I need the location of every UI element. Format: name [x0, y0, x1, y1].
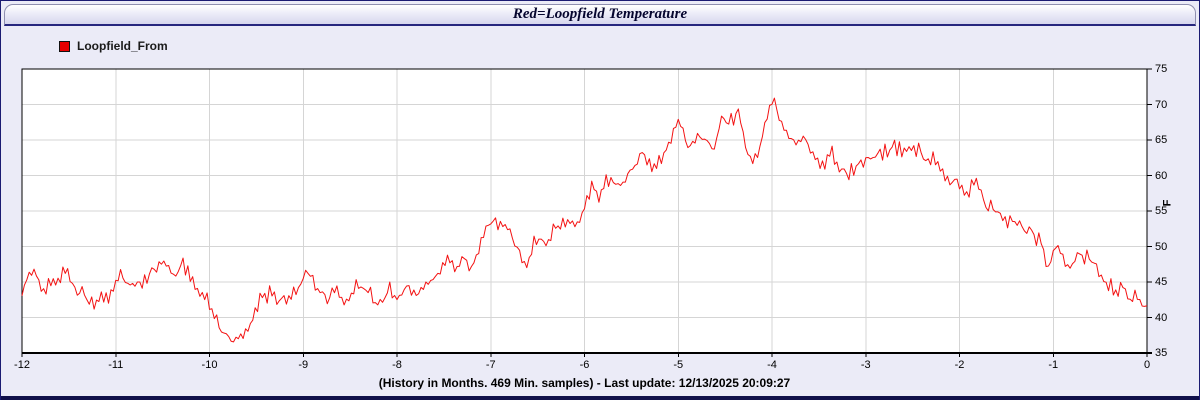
y-axis-tick-label: 35 — [1155, 347, 1168, 359]
x-axis-tick-label: -6 — [579, 359, 590, 371]
window-bottom-border — [1, 396, 1199, 400]
page-title: Red=Loopfield Temperature — [512, 5, 688, 22]
x-axis-tick-label: -11 — [108, 359, 124, 371]
y-axis-tick-label: 50 — [1155, 240, 1168, 253]
titlebar: Red=Loopfield Temperature — [4, 4, 1196, 26]
x-axis-tick-label: -10 — [201, 359, 218, 371]
x-axis-tick-label: -7 — [485, 359, 496, 371]
y-axis-tick-label: 70 — [1155, 98, 1168, 111]
y-axis-unit-label: F — [1161, 199, 1174, 207]
x-axis-tick-label: 0 — [1143, 359, 1151, 371]
legend-item[interactable]: Loopfield_From — [59, 39, 168, 53]
y-axis-tick-label: 65 — [1155, 134, 1168, 146]
x-axis-tick-label: -1 — [1048, 359, 1059, 371]
legend-label: Loopfield_From — [77, 39, 168, 53]
legend-swatch-icon — [59, 40, 70, 52]
y-axis-tick-label: 60 — [1155, 169, 1168, 182]
x-axis-tick-label: -9 — [298, 359, 309, 371]
x-axis-tick-label: -12 — [14, 359, 30, 371]
temperature-series-line — [21, 97, 1148, 343]
y-axis-tick-label: 55 — [1155, 205, 1168, 217]
x-axis-tick-label: -8 — [392, 359, 402, 371]
y-axis-tick-label: 40 — [1155, 311, 1168, 324]
x-axis-tick-label: -3 — [860, 359, 871, 371]
y-axis-tick-label: 75 — [1155, 63, 1168, 75]
x-axis-tick-label: -5 — [673, 359, 684, 371]
footer: (History in Months. 469 Min. samples) - … — [22, 376, 1147, 390]
x-axis-tick-label: -4 — [767, 359, 777, 371]
footer-text: (History in Months. 469 Min. samples) - … — [378, 376, 791, 390]
y-axis-tick-label: 45 — [1155, 276, 1168, 288]
x-axis-tick-label: -2 — [954, 359, 965, 371]
